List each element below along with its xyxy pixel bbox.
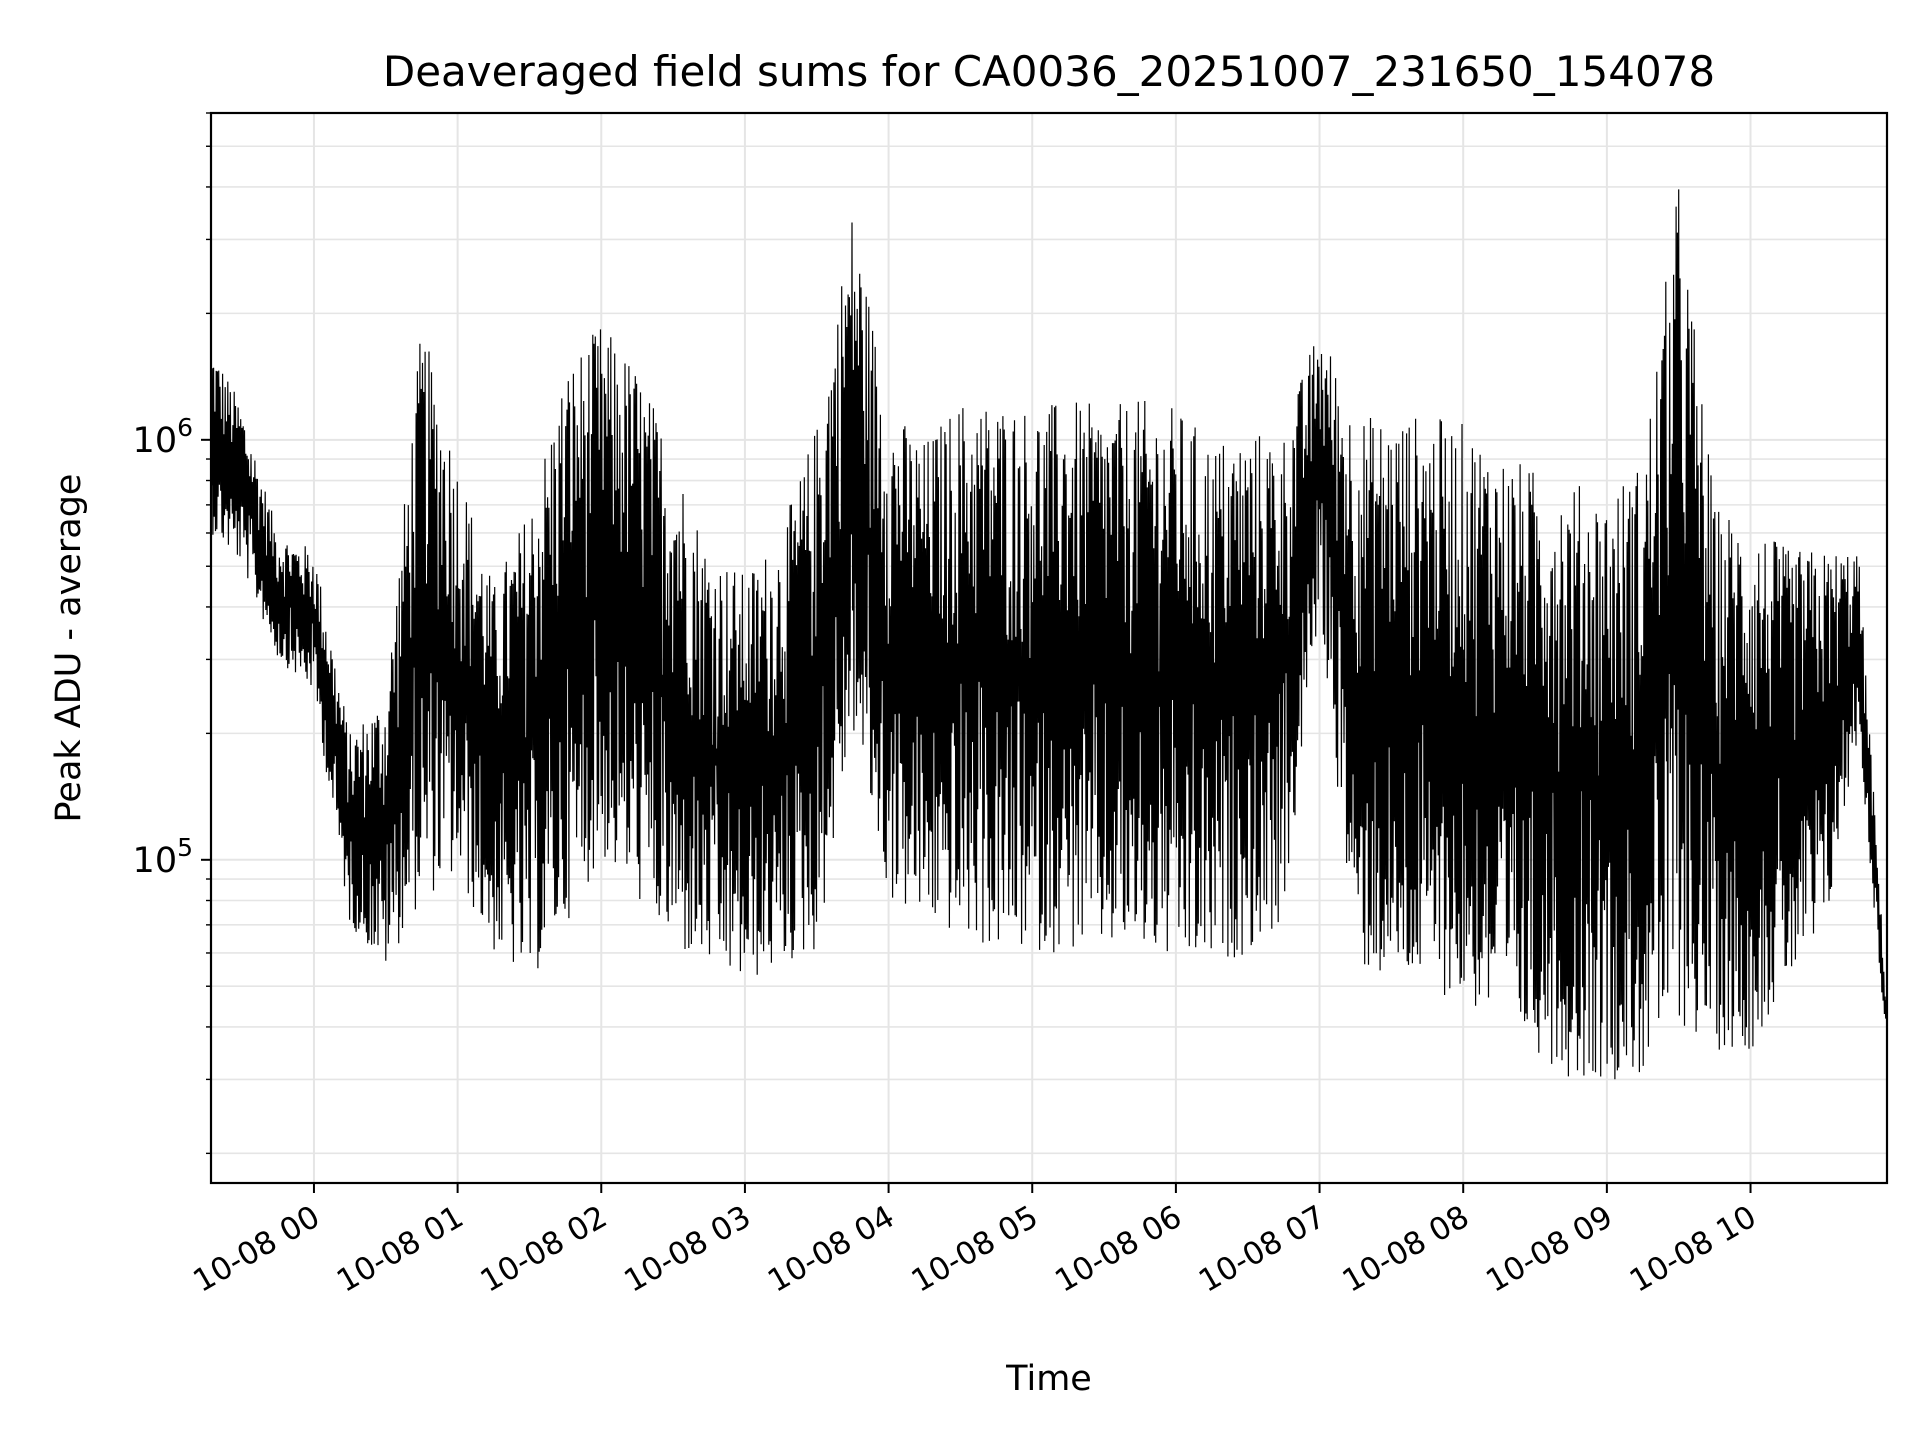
y-tick-label: 106 [133, 413, 193, 461]
x-tick-label: 10-08 03 [618, 1199, 757, 1300]
x-tick-label: 10-08 01 [331, 1199, 470, 1300]
x-axis: 10-08 00 10-08 01 10-08 02 10-08 03 10-08 04… [187, 1183, 1763, 1300]
y-tick-label-base: 10 [133, 421, 178, 461]
y-tick-label-base: 10 [133, 841, 178, 881]
series-layer [210, 189, 1888, 1080]
x-tick-label: 10-08 09 [1480, 1199, 1619, 1300]
y-axis-label: Peak ADU - average [49, 474, 89, 823]
x-tick-label: 10-08 07 [1193, 1199, 1332, 1300]
x-tick-label: 10-08 05 [906, 1199, 1045, 1300]
x-tick-label: 10-08 08 [1336, 1199, 1475, 1300]
series-line [210, 189, 1888, 1080]
y-tick-label-exponent: 6 [177, 413, 193, 442]
x-tick-label: 10-08 06 [1049, 1199, 1188, 1300]
x-tick-label: 10-08 10 [1624, 1199, 1763, 1300]
chart-title: Deaveraged field sums for CA0036_2025100… [383, 47, 1715, 96]
x-tick-label: 10-08 00 [187, 1199, 326, 1300]
y-tick-label: 105 [133, 833, 193, 881]
x-tick-label: 10-08 02 [475, 1199, 614, 1300]
y-tick-label-exponent: 5 [177, 833, 193, 862]
x-tick-label: 10-08 04 [762, 1199, 901, 1300]
x-axis-label: Time [1005, 1359, 1092, 1399]
plot-frame [209, 111, 1889, 1185]
